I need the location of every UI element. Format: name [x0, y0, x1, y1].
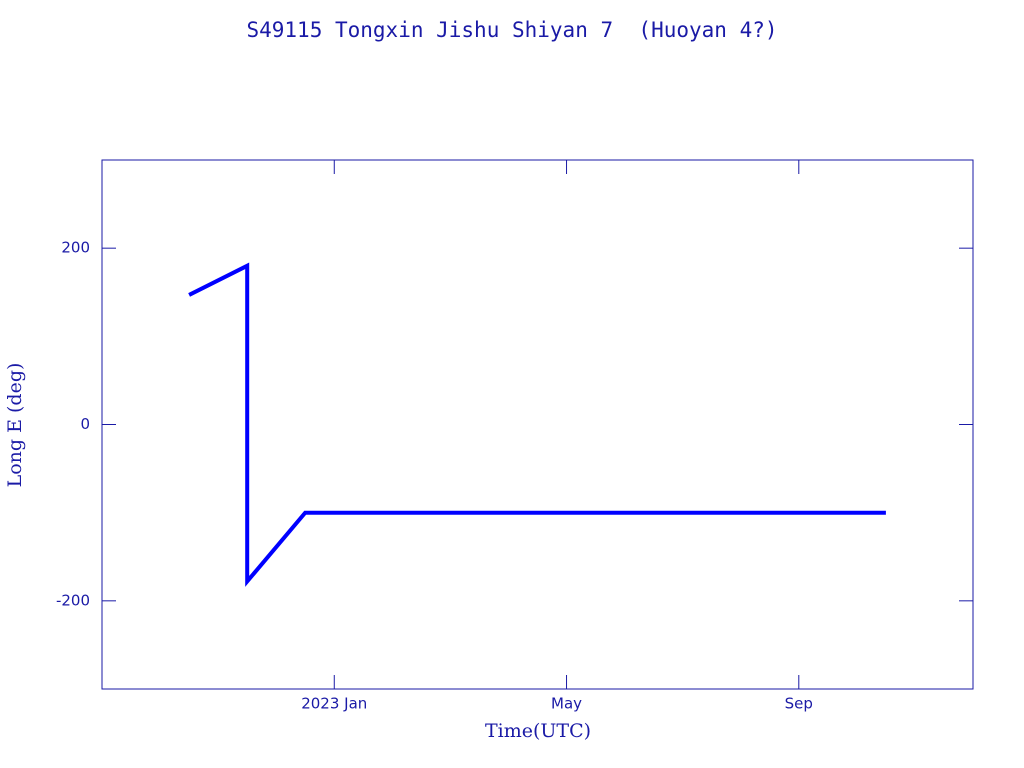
plot-frame [101, 159, 974, 690]
x-tick-label: Sep [785, 695, 813, 713]
data-line [188, 262, 886, 587]
chart-title: S49115 Tongxin Jishu Shiyan 7 (Huoyan 4?… [246, 18, 777, 42]
y-tick-label: 200 [61, 239, 90, 257]
x-tick-label: May [551, 695, 582, 713]
y-tick-label: 0 [80, 415, 90, 433]
x-axis-title: Time(UTC) [485, 720, 591, 742]
y-tick-label: -200 [56, 591, 90, 609]
y-axis-title: Long E (deg) [4, 363, 26, 488]
x-tick-label: 2023 Jan [301, 695, 367, 713]
